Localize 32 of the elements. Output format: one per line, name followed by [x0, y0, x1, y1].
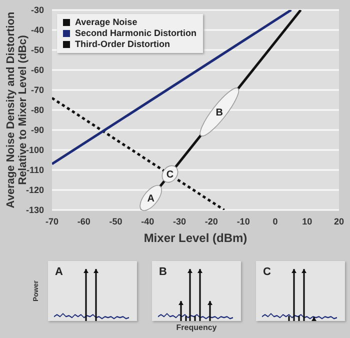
text: B — [159, 266, 167, 278]
y-tick-label: -130 — [26, 205, 44, 216]
annotation: C — [166, 170, 174, 180]
legend-label: Second Harmonic Distortion — [74, 28, 197, 39]
y-tick-label: -40 — [30, 25, 44, 36]
y-tick-label: -100 — [26, 145, 44, 156]
x-tick-label: -10 — [236, 216, 250, 226]
annotation: A — [147, 194, 154, 204]
x-tick-label: 20 — [334, 216, 344, 226]
y-tick-label: -120 — [26, 185, 44, 196]
y-tick-label: -60 — [30, 65, 44, 76]
x-tick-label: -20 — [204, 216, 218, 226]
y-tick-label: -90 — [30, 125, 44, 136]
text: Frequency — [175, 323, 218, 332]
legend-label: Average Noise — [74, 17, 138, 28]
y-tick-label: -50 — [30, 45, 44, 56]
x-tick-label: 0 — [272, 216, 278, 226]
y-tick-label: -80 — [30, 105, 44, 116]
x-axis-title: Mixer Level (dBm) — [144, 231, 248, 245]
legend-label: Third-Order Distortion — [74, 39, 171, 50]
text: A — [55, 266, 63, 278]
y-tick-label: -70 — [30, 85, 44, 96]
x-tick-label: 10 — [302, 216, 312, 226]
x-tick-label: -60 — [77, 216, 90, 226]
y-tick-label: -30 — [30, 5, 44, 16]
x-tick-label: -50 — [109, 216, 122, 226]
annotation: B — [216, 108, 224, 118]
x-tick-label: -40 — [141, 216, 154, 226]
x-tick-label: -70 — [45, 216, 59, 226]
x-tick-label: -30 — [173, 216, 186, 226]
text: C — [263, 266, 271, 278]
y-tick-label: -110 — [26, 165, 44, 176]
